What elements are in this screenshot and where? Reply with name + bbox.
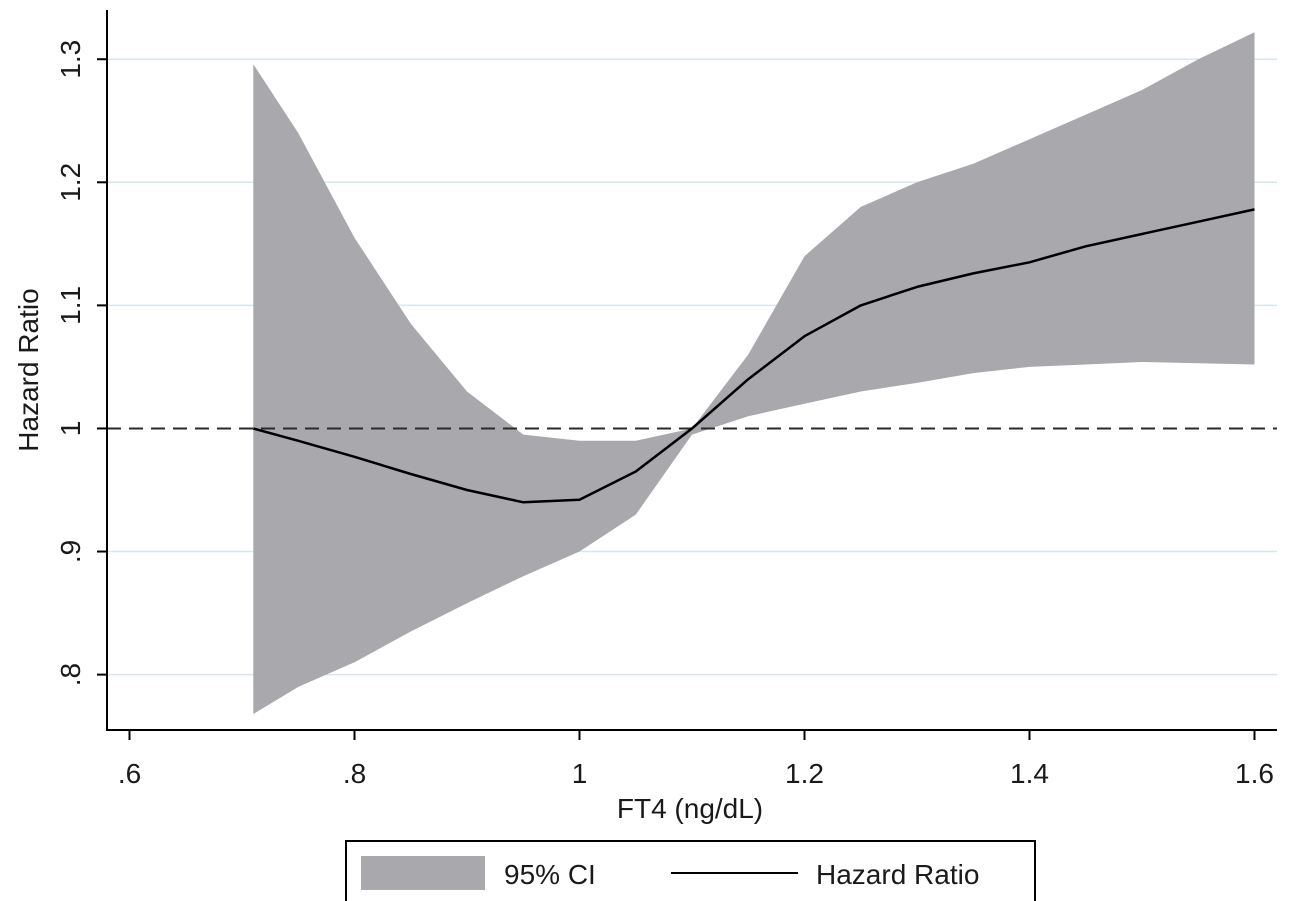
ci-band (253, 32, 1255, 714)
hazard-line-group (252, 208, 1255, 504)
legend-ci-swatch (361, 856, 485, 890)
y-tick-label: .8 (55, 663, 86, 686)
x-axis-title: FT4 (ng/dL) (617, 793, 763, 824)
y-tick-label: 1.1 (55, 286, 86, 325)
hazard-ratio-line (252, 208, 1255, 504)
y-tick-label: 1.3 (55, 40, 86, 79)
x-tick-label: .8 (343, 758, 366, 789)
x-tick-label: 1.6 (1235, 758, 1274, 789)
y-axis-ticks: .8 .9 1 1.1 1.2 1.3 (55, 40, 107, 686)
x-tick-label: .6 (118, 758, 141, 789)
x-tick-label: 1.2 (785, 758, 824, 789)
legend-ci-label: 95% CI (504, 859, 596, 890)
y-tick-label: 1 (55, 421, 86, 437)
legend-hazard-label: Hazard Ratio (816, 859, 979, 890)
ci-band-group (253, 32, 1255, 714)
x-tick-label: 1.4 (1010, 758, 1049, 789)
y-axis-title: Hazard Ratio (13, 288, 44, 451)
x-tick-label: 1 (572, 758, 588, 789)
y-tick-label: .9 (55, 540, 86, 563)
legend: 95% CI Hazard Ratio (345, 840, 1036, 901)
x-axis-ticks: .6 .8 1 1.2 1.4 1.6 (118, 730, 1274, 789)
y-tick-label: 1.2 (55, 163, 86, 202)
axes (106, 10, 1277, 731)
